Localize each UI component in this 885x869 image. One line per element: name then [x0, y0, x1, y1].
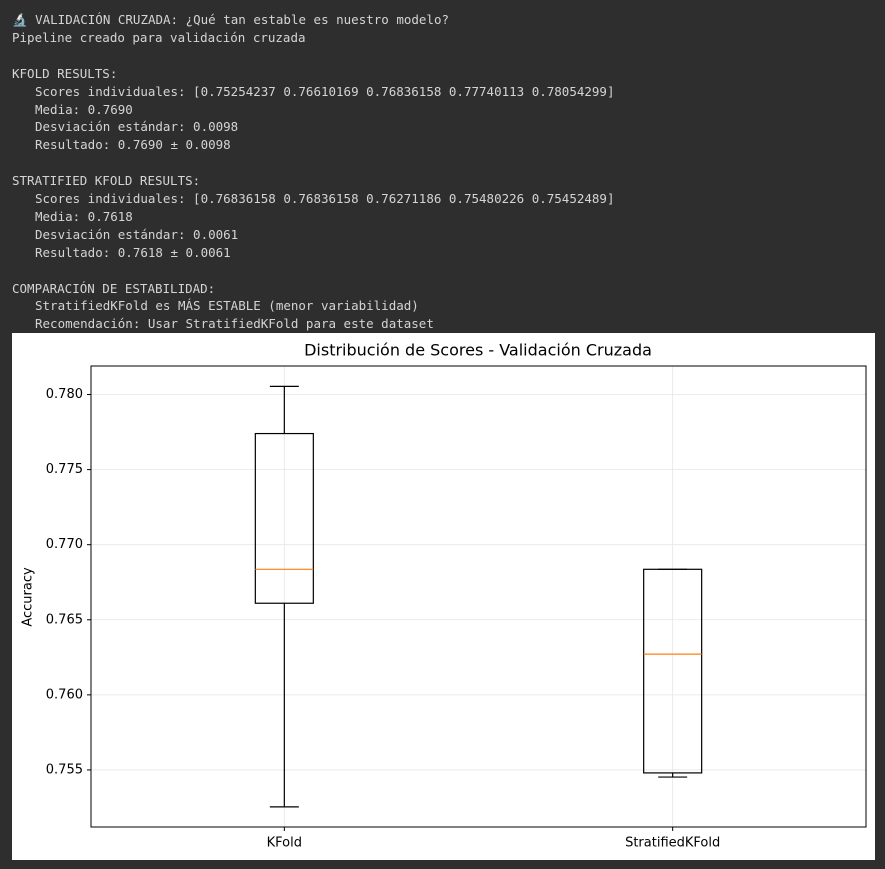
output-line: Scores individuales: [0.75254237 0.76610…: [35, 83, 615, 99]
box: [254, 432, 314, 604]
x-tick-label: StratifiedKFold: [625, 836, 720, 851]
x-tick-label: KFold: [267, 836, 302, 851]
y-tick-label: 0.775: [46, 462, 83, 477]
y-tick-label: 0.760: [46, 687, 83, 702]
chart-title: Distribución de Scores - Validación Cruz…: [304, 341, 652, 360]
output-section: COMPARACIÓN DE ESTABILIDAD: StratifiedKFo…: [12, 280, 614, 334]
axes-frame: [90, 365, 867, 828]
output-section: KFOLD RESULTS: Scores individuales: [0.75…: [12, 65, 614, 155]
cell-output: 🔬 VALIDACIÓN CRUZADA: ¿Qué tan estable e…: [12, 11, 614, 333]
y-tick-label: 0.770: [46, 537, 83, 552]
output-line: 🔬 VALIDACIÓN CRUZADA: ¿Qué tan estable e…: [12, 12, 449, 27]
y-tick-label: 0.780: [46, 387, 83, 402]
output-line: Resultado: 0.7618 ± 0.0061: [35, 244, 231, 260]
section-title: COMPARACIÓN DE ESTABILIDAD:: [12, 280, 216, 296]
output-line: Resultado: 0.7690 ± 0.0098: [35, 137, 231, 153]
chart: Distribución de Scores - Validación Cruz…: [12, 333, 875, 860]
output-line: Media: 0.7690: [35, 101, 133, 117]
output-line: StratifiedKFold es MÁS ESTABLE (menor va…: [35, 298, 419, 314]
output-line: Scores individuales: [0.76836158 0.76836…: [35, 191, 615, 207]
section-title: KFOLD RESULTS:: [12, 65, 118, 81]
output-section: STRATIFIED KFOLD RESULTS: Scores individu…: [12, 172, 614, 262]
y-tick-label: 0.765: [46, 612, 83, 627]
output-line: Desviación estándar: 0.0061: [35, 226, 239, 242]
output-line: Recomendación: Usar StratifiedKFold para…: [35, 316, 434, 332]
output-line: Desviación estándar: 0.0098: [35, 119, 239, 135]
y-axis-label: Accuracy: [21, 567, 36, 627]
box: [643, 568, 703, 774]
output-line: Media: 0.7618: [35, 208, 133, 224]
section-title: STRATIFIED KFOLD RESULTS:: [12, 173, 201, 189]
output-line: Pipeline creado para validación cruzada: [12, 29, 306, 45]
y-tick-label: 0.755: [46, 762, 83, 777]
